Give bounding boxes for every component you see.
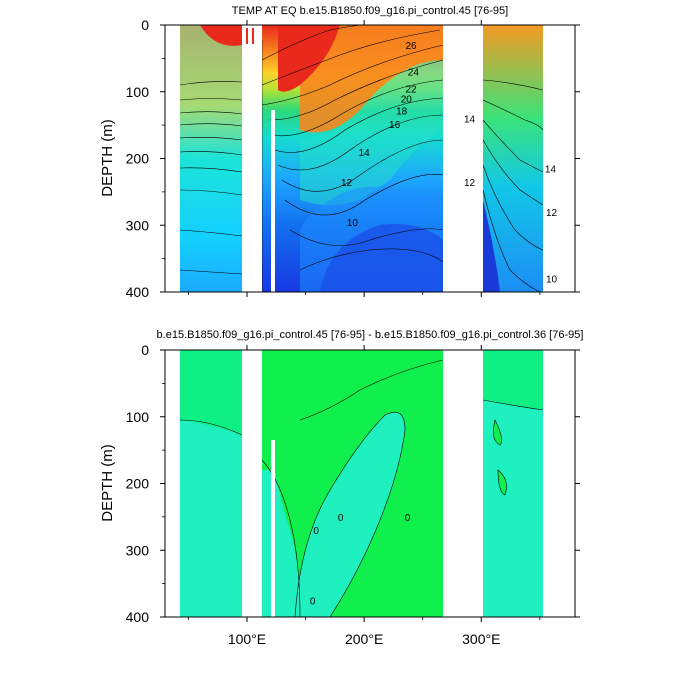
temperature-y-axis-label: DEPTH (m) [99, 119, 116, 197]
y-tick-label: 300 [126, 217, 150, 233]
contour-label: 14 [359, 148, 371, 159]
x-tick-label: 300°E [462, 631, 500, 647]
y-tick-label: 300 [126, 542, 150, 558]
contour-label: 10 [347, 218, 359, 229]
contour-label: 24 [408, 68, 420, 79]
x-tick-label: 200°E [345, 631, 383, 647]
y-tick-label: 400 [126, 609, 150, 625]
contour-label: 14 [464, 114, 476, 125]
contour-label: 26 [405, 41, 417, 52]
contour-label: 12 [464, 178, 476, 189]
y-tick-label: 200 [126, 476, 150, 492]
temperature-axes: 0 100 200 300 400 [126, 17, 580, 300]
contour-label: 22 [405, 84, 417, 95]
difference-panel: b.e15.B1850.f09_g16.pi_control.45 [76-95… [99, 329, 583, 647]
contour-label: 16 [389, 120, 401, 131]
difference-contour-lines [179, 359, 544, 617]
contour-label: 0 [310, 596, 316, 607]
difference-contour-labels: 0 0 0 0 [310, 513, 411, 607]
contour-label: 12 [341, 178, 353, 189]
y-tick-label: 100 [126, 84, 150, 100]
temperature-field [180, 25, 543, 292]
contour-label: 10 [546, 275, 558, 286]
y-tick-label: 100 [126, 409, 150, 425]
contour-label: 20 [401, 94, 413, 105]
y-tick-label: 200 [126, 151, 150, 167]
x-tick-label: 100°E [228, 631, 266, 647]
contour-label: 0 [405, 513, 411, 524]
y-tick-label: 400 [126, 284, 150, 300]
y-tick-label: 0 [141, 17, 149, 33]
y-tick-label: 0 [141, 342, 149, 358]
contour-label: 14 [545, 165, 557, 176]
temperature-contour-lines [179, 25, 544, 292]
contour-label: 0 [338, 513, 344, 524]
contour-label: 12 [546, 208, 558, 219]
temperature-panel: TEMP AT EQ b.e15.B1850.f09_g16.pi_contro… [99, 5, 580, 300]
difference-axes: 0 100 200 300 400 100°E 200°E 300°E [126, 342, 580, 647]
difference-y-axis-label: DEPTH (m) [99, 444, 116, 522]
contour-label: 18 [396, 106, 408, 117]
difference-field [180, 350, 543, 617]
contour-label: 0 [313, 526, 319, 537]
temperature-chart-title: TEMP AT EQ b.e15.B1850.f09_g16.pi_contro… [232, 5, 508, 17]
difference-chart-title: b.e15.B1850.f09_g16.pi_control.45 [76-95… [157, 329, 584, 341]
